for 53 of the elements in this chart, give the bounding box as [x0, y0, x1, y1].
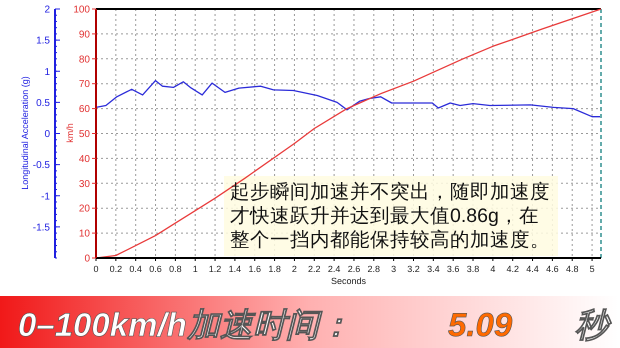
y-tick-label: -1.5: [32, 222, 50, 234]
y-tick-label: 0.5: [36, 98, 50, 109]
y-tick-label: 1: [44, 66, 50, 78]
x-tick-label: 3.6: [446, 264, 460, 274]
y-tick-label: -1: [41, 191, 50, 202]
x-tick-label: 1: [192, 264, 198, 274]
y-tick-label: 2: [44, 4, 50, 16]
y2-tick-label: 80: [78, 54, 90, 66]
x-tick-label: 1.4: [228, 264, 242, 274]
text: 5.09: [448, 306, 513, 343]
x-tick-label: 2.4: [328, 264, 340, 274]
x-tick-label: 1.8: [268, 264, 281, 274]
x-tick-label: 0.6: [149, 264, 162, 274]
y2-tick-label: 10: [78, 228, 90, 240]
y2-tick-label: 40: [78, 154, 90, 165]
x-tick-label: 0: [93, 264, 99, 274]
y2-tick-label: 50: [78, 129, 90, 140]
y-tick-label: -0.5: [32, 160, 50, 172]
y-tick-label: 1.5: [36, 36, 50, 47]
x-tick-label: 4: [490, 264, 496, 274]
x-tick-label: 2: [292, 264, 297, 274]
x-axis-title: Seconds: [330, 276, 367, 286]
x-tick-label: 3.4: [427, 264, 440, 274]
x-tick-label: 4.2: [506, 264, 519, 274]
x-tick-label: 1.6: [248, 264, 261, 274]
x-tick-label: 2.2: [308, 264, 321, 274]
line-series: [95, 80, 601, 118]
y-axis-title: Longitudinal Acceleration (g): [20, 76, 30, 190]
x-tick-label: 5: [590, 264, 595, 274]
x-tick-label: 3: [391, 264, 396, 274]
x-tick-label: 2.8: [368, 264, 380, 274]
y2-tick-label: 90: [78, 29, 90, 40]
x-tick-label: 3.2: [407, 264, 420, 274]
x-tick-label: 3.8: [466, 264, 480, 274]
x-tick-label: 1.2: [208, 264, 222, 274]
text: 秒: [575, 306, 612, 343]
y2-tick-label: 100: [73, 4, 90, 16]
x-tick-label: 0.4: [129, 264, 142, 274]
y2-tick-label: 20: [78, 204, 90, 215]
text: 0–100km/h加速时间：: [18, 306, 352, 343]
x-tick-label: 0.8: [169, 264, 182, 274]
x-tick-label: 4.8: [566, 264, 578, 274]
x-tick-label: 0.2: [110, 264, 122, 274]
y2-tick-label: 0: [84, 254, 90, 264]
y2-tick-label: 70: [78, 79, 90, 90]
y2-tick-label: 30: [78, 178, 90, 190]
x-tick-label: 4.6: [546, 264, 559, 274]
annotation: 起步瞬间加速并不突出，随即加速度才快速跃升并达到最大值0.86g，在整个一挡内都能保持较高的加速度。: [230, 181, 550, 251]
y2-axis-title: km/h: [65, 123, 75, 143]
x-tick-label: 4.4: [526, 264, 539, 274]
y-tick-label: 0: [44, 129, 50, 140]
y2-tick-label: 60: [78, 104, 90, 116]
x-tick-label: 2.6: [348, 264, 360, 274]
